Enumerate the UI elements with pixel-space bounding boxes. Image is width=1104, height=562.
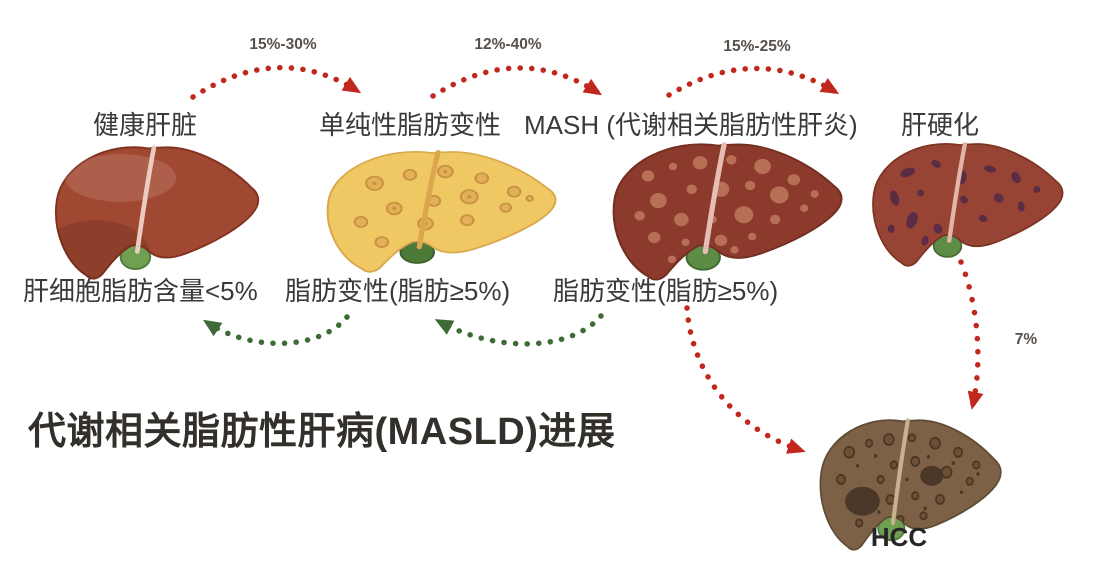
sub-label-healthy: 肝细胞脂肪含量<5% bbox=[23, 276, 258, 306]
arrow-mash-to-hcc bbox=[684, 305, 806, 454]
stage-label-steatosis: 单纯性脂肪变性 bbox=[318, 110, 502, 140]
arrow-cirrhosis-to-hcc bbox=[958, 259, 984, 410]
rate-label-steatosis-to-mash: 12%-40% bbox=[474, 36, 542, 53]
liver-body bbox=[612, 143, 843, 281]
arrow-steatosis-to-mash bbox=[430, 65, 603, 99]
sub-label-mash: 脂肪变性(脂肪≥5%) bbox=[553, 276, 779, 306]
healthy-liver-illustration bbox=[54, 143, 260, 280]
steatosis-liver-illustration bbox=[326, 148, 557, 273]
cirrhosis-liver-illustration bbox=[872, 140, 1064, 267]
diagram-title: 代谢相关脂肪性肝病(MASLD)进展 bbox=[28, 411, 616, 453]
stage-label-mash: MASH (代谢相关脂肪性肝炎) bbox=[524, 110, 858, 140]
cirrhosis-nodules bbox=[887, 159, 1041, 246]
sub-label-steatosis: 脂肪变性(脂肪≥5%) bbox=[285, 276, 511, 306]
stage-label-healthy: 健康肝脏 bbox=[92, 110, 198, 140]
arrow-mash-to-steatosis-reversal bbox=[434, 313, 604, 347]
hcc-liver-illustration bbox=[819, 416, 1002, 551]
stage-label-hcc: HCC bbox=[870, 522, 928, 552]
rate-label-mash-to-cirrhosis: 15%-25% bbox=[723, 38, 791, 55]
mash-liver-illustration bbox=[612, 140, 843, 281]
arrow-steatosis-to-healthy-reversal bbox=[202, 314, 350, 347]
arrow-mash-to-cirrhosis bbox=[666, 65, 840, 98]
rate-label-cirrhosis-to-hcc: 7% bbox=[1014, 331, 1038, 348]
arrow-healthy-to-steatosis bbox=[190, 65, 362, 100]
inflammation-spots bbox=[634, 155, 819, 264]
stage-label-cirrhosis: 肝硬化 bbox=[900, 110, 980, 140]
rate-label-healthy-to-steatosis: 15%-30% bbox=[249, 36, 317, 53]
liver-body bbox=[872, 143, 1064, 267]
tumor-spots bbox=[836, 433, 981, 528]
